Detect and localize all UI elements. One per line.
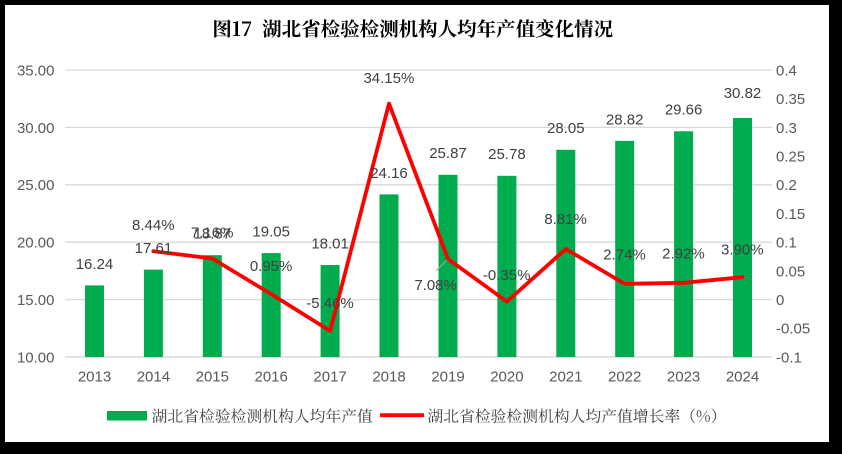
svg-text:2014: 2014 xyxy=(137,369,170,386)
svg-text:0.95%: 0.95% xyxy=(250,258,293,275)
svg-text:2015: 2015 xyxy=(196,369,229,386)
svg-text:2016: 2016 xyxy=(255,369,288,386)
svg-text:20.00: 20.00 xyxy=(17,235,55,252)
svg-text:2021: 2021 xyxy=(549,369,582,386)
svg-text:0.05: 0.05 xyxy=(776,263,805,280)
svg-text:25.87: 25.87 xyxy=(429,145,467,162)
svg-text:28.05: 28.05 xyxy=(547,120,585,137)
svg-text:0.25: 0.25 xyxy=(776,149,805,166)
svg-text:0.2: 0.2 xyxy=(776,177,797,194)
svg-text:2013: 2013 xyxy=(78,369,111,386)
svg-text:0.35: 0.35 xyxy=(776,91,805,108)
svg-text:25.78: 25.78 xyxy=(488,146,526,163)
svg-text:8.44%: 8.44% xyxy=(132,217,175,234)
svg-text:-0.1: -0.1 xyxy=(776,349,802,366)
svg-text:30.82: 30.82 xyxy=(724,85,762,102)
svg-text:2018: 2018 xyxy=(372,369,405,386)
svg-text:0.3: 0.3 xyxy=(776,120,797,137)
svg-text:-5.46%: -5.46% xyxy=(306,295,354,312)
svg-text:0.1: 0.1 xyxy=(776,235,797,252)
svg-text:18.01: 18.01 xyxy=(311,235,349,252)
svg-text:2024: 2024 xyxy=(726,369,759,386)
svg-text:2.92%: 2.92% xyxy=(662,246,705,263)
svg-text:0.4: 0.4 xyxy=(776,62,797,79)
svg-text:3.90%: 3.90% xyxy=(721,241,764,258)
svg-text:2019: 2019 xyxy=(431,369,464,386)
svg-text:24.16: 24.16 xyxy=(370,165,408,182)
svg-text:8.81%: 8.81% xyxy=(544,211,587,228)
svg-text:2022: 2022 xyxy=(608,369,641,386)
svg-text:2023: 2023 xyxy=(667,369,700,386)
svg-text:19.05: 19.05 xyxy=(252,224,290,241)
svg-text:30.00: 30.00 xyxy=(17,120,55,137)
svg-text:0.15: 0.15 xyxy=(776,206,805,223)
svg-text:35.00: 35.00 xyxy=(17,62,55,79)
svg-text:7.08%: 7.08% xyxy=(414,277,457,294)
svg-text:7.16%: 7.16% xyxy=(191,224,234,241)
svg-text:2020: 2020 xyxy=(490,369,523,386)
svg-text:16.24: 16.24 xyxy=(76,256,114,273)
svg-text:2017: 2017 xyxy=(313,369,346,386)
svg-text:18.87: 18.87 xyxy=(194,226,232,243)
svg-text:34.15%: 34.15% xyxy=(363,70,414,87)
svg-text:25.00: 25.00 xyxy=(17,177,55,194)
svg-text:28.82: 28.82 xyxy=(606,111,644,128)
svg-text:29.66: 29.66 xyxy=(665,102,703,119)
svg-text:2.74%: 2.74% xyxy=(603,247,646,264)
svg-text:-0.05: -0.05 xyxy=(776,321,810,338)
svg-text:15.00: 15.00 xyxy=(17,292,55,309)
svg-text:-0.35%: -0.35% xyxy=(483,267,531,284)
svg-text:0: 0 xyxy=(776,292,784,309)
svg-text:10.00: 10.00 xyxy=(17,349,55,366)
svg-text:17.61: 17.61 xyxy=(135,240,173,257)
